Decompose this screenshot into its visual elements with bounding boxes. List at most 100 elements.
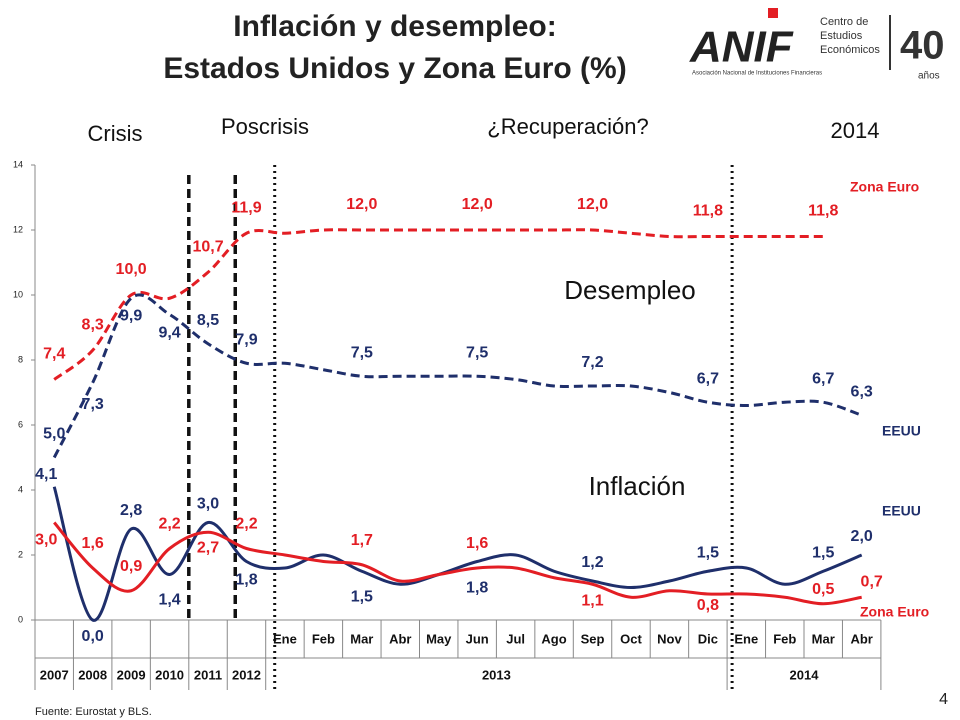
data-label: 5,0	[43, 426, 65, 443]
x-tick-label: Jul	[506, 631, 525, 646]
x-tick-label: Nov	[657, 631, 682, 646]
data-label: 9,9	[120, 307, 142, 324]
data-label: 1,2	[581, 554, 603, 571]
x-tick-label: Jun	[466, 631, 489, 646]
data-label: 7,2	[581, 354, 603, 371]
x-tick-label: Mar	[812, 631, 835, 646]
x-tick-label: Oct	[620, 631, 642, 646]
data-label: 0,8	[697, 597, 719, 614]
group-label: 2008	[78, 667, 107, 682]
y-tick-label: 10	[13, 289, 23, 299]
data-label: 1,5	[351, 588, 373, 605]
data-label: 0,9	[120, 558, 142, 575]
x-tick-label: Sep	[581, 631, 605, 646]
y-tick-label: 8	[18, 354, 23, 364]
data-label: 2,2	[235, 516, 257, 533]
data-label: 3,0	[197, 496, 219, 513]
logo-tagline: Asociación Nacional de Instituciones Fin…	[692, 71, 822, 77]
group-label: 2014	[790, 667, 820, 682]
group-label: 2010	[155, 667, 184, 682]
x-tick-label: Abr	[389, 631, 411, 646]
data-label: 0,5	[812, 581, 834, 598]
annotation: Desempleo	[564, 275, 696, 305]
data-label: 1,8	[235, 572, 257, 589]
data-label: 1,1	[581, 592, 603, 609]
y-tick-label: 4	[18, 484, 23, 494]
data-label: 1,5	[812, 544, 834, 561]
data-label: 10,0	[116, 261, 147, 278]
data-label: 12,0	[577, 196, 608, 213]
x-tick-label: Ago	[541, 631, 566, 646]
chart-title: Inflación y desempleo:	[233, 10, 556, 43]
data-label: 1,5	[697, 544, 719, 561]
data-label: 11,9	[231, 199, 261, 216]
data-label: 3,0	[35, 532, 57, 549]
chart-subtitle: Estados Unidos y Zona Euro (%)	[163, 52, 626, 85]
y-tick-label: 2	[18, 549, 23, 559]
annotation: ¿Recuperación?	[487, 114, 648, 139]
data-label: 12,0	[462, 196, 493, 213]
logo-years: años	[918, 71, 940, 82]
data-label: 6,3	[851, 383, 873, 400]
data-label: 6,7	[812, 370, 834, 387]
logo-center: Económicos	[820, 44, 880, 56]
data-label: 0,0	[82, 628, 104, 645]
series-name: EEUU	[882, 423, 921, 439]
data-label: 11,8	[693, 203, 723, 220]
x-tick-label: Feb	[773, 631, 796, 646]
y-tick-label: 6	[18, 419, 23, 429]
series-line	[53, 228, 824, 381]
y-tick-label: 12	[13, 224, 23, 234]
page-number: 4	[939, 691, 948, 708]
data-label: 7,3	[82, 396, 104, 413]
group-label: 2013	[482, 667, 511, 682]
logo-anniversary: 40	[900, 24, 945, 68]
logo-center: Estudios	[820, 30, 863, 42]
data-label: 2,0	[851, 528, 873, 545]
annotation: Inflación	[589, 471, 686, 501]
logo-name: ANIF	[689, 23, 794, 72]
y-tick-label: 14	[13, 159, 23, 169]
x-tick-label: Mar	[350, 631, 373, 646]
x-tick-label: Ene	[734, 631, 758, 646]
logo-dot	[768, 8, 778, 18]
annotation: 2014	[831, 118, 880, 143]
series-line	[53, 521, 862, 606]
x-tick-label: Feb	[312, 631, 335, 646]
series-name: Zona Euro	[850, 179, 919, 195]
data-label: 2,7	[197, 539, 219, 556]
data-label: 0,7	[861, 573, 883, 590]
logo: ANIF Asociación Nacional de Institucione…	[689, 8, 945, 82]
data-label: 6,7	[697, 370, 719, 387]
series-name: Zona Euro	[860, 604, 929, 620]
data-label: 4,1	[35, 466, 57, 483]
group-label: 2009	[117, 667, 146, 682]
group-label: 2011	[194, 667, 222, 682]
logo-center: Centro de	[820, 16, 868, 28]
data-label: 7,9	[235, 331, 257, 348]
data-label: 2,8	[120, 502, 142, 519]
x-tick-label: Dic	[698, 631, 718, 646]
data-label: 1,4	[158, 592, 180, 609]
data-label: 7,5	[466, 344, 488, 361]
data-label: 8,5	[197, 312, 219, 329]
data-label: 1,7	[351, 532, 373, 549]
x-tick-label: May	[426, 631, 452, 646]
data-label: 9,4	[158, 325, 180, 342]
y-tick-label: 0	[18, 614, 23, 624]
group-label: 2012	[232, 667, 261, 682]
data-label: 1,8	[466, 580, 488, 597]
annotation: Crisis	[88, 121, 143, 146]
data-label: 2,2	[158, 516, 180, 533]
series-name: EEUU	[882, 503, 921, 519]
source: Fuente: Eurostat y BLS.	[35, 706, 152, 718]
data-label: 7,4	[43, 346, 65, 363]
annotation: Poscrisis	[221, 114, 309, 139]
data-label: 1,6	[82, 535, 104, 552]
data-label: 1,6	[466, 535, 488, 552]
series-line	[52, 293, 863, 459]
data-label: 8,3	[82, 316, 104, 333]
x-tick-label: Abr	[850, 631, 872, 646]
data-label: 7,5	[351, 344, 373, 361]
